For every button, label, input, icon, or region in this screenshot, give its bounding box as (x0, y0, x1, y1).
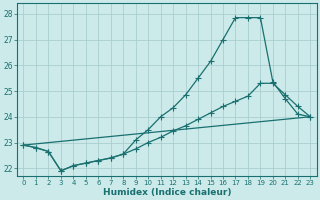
X-axis label: Humidex (Indice chaleur): Humidex (Indice chaleur) (103, 188, 231, 197)
